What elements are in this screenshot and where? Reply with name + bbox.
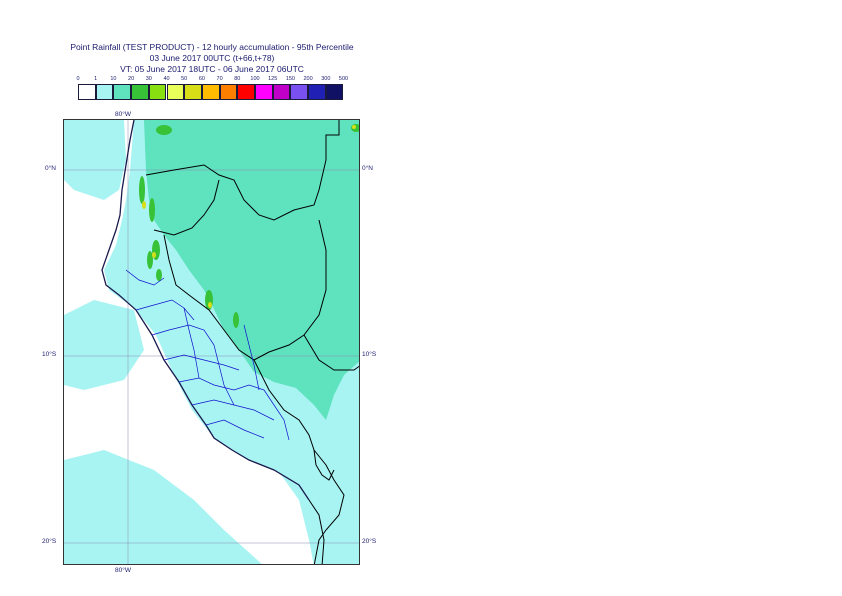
legend-swatch <box>131 84 149 100</box>
title-line-3: VT: 05 June 2017 18UTC - 06 June 2017 06… <box>120 64 304 74</box>
map-svg <box>64 120 359 564</box>
legend-label: 1 <box>94 76 98 82</box>
legend-label: 0 <box>76 76 80 82</box>
legend-label: 150 <box>285 76 295 82</box>
bottom-longitude-label: 80°W <box>115 567 131 574</box>
lat-10-right-label: 10°S <box>362 351 377 358</box>
legend-swatch <box>325 84 344 100</box>
legend-swatch <box>255 84 273 100</box>
legend-label: 70 <box>216 76 223 82</box>
legend-swatch <box>184 84 202 100</box>
legend-swatch <box>237 84 255 100</box>
lat-0-left-label: 0°N <box>45 165 56 172</box>
ocean-patch-mid <box>64 300 144 390</box>
legend-label: 300 <box>321 76 331 82</box>
legend-label: 200 <box>303 76 313 82</box>
legend-swatch <box>201 84 220 100</box>
legend-swatch <box>272 84 291 100</box>
legend-swatch <box>148 84 167 100</box>
regional-boundaries <box>125 269 290 441</box>
lat-0-right-label: 0°N <box>362 165 373 172</box>
legend-swatch <box>219 84 238 100</box>
legend-swatch <box>113 84 132 100</box>
ocean-patch-south <box>64 450 262 564</box>
lat-20-left-label: 20°S <box>42 538 57 545</box>
lat-20-right-label: 20°S <box>362 538 377 545</box>
legend-label: 100 <box>250 76 260 82</box>
legend-label: 10 <box>110 76 117 82</box>
legend-swatch <box>78 84 96 100</box>
legend-swatch <box>95 84 114 100</box>
legend-label: 500 <box>338 76 349 82</box>
rainfall-map <box>63 119 360 565</box>
lat-10-left-label: 10°S <box>42 351 57 358</box>
top-longitude-label: 80°W <box>115 111 131 118</box>
graticule <box>64 120 359 564</box>
legend-label: 20 <box>128 76 135 82</box>
legend-label: 60 <box>198 76 205 82</box>
legend-label: 125 <box>268 76 278 82</box>
legend-label: 30 <box>145 76 152 82</box>
legend-swatch <box>308 84 326 100</box>
legend-label: 80 <box>234 76 241 82</box>
national-borders <box>145 120 359 564</box>
title-line-2: 03 June 2017 00UTC (t+66,t+78) <box>149 53 275 63</box>
moderate-rain-ne <box>144 120 359 420</box>
title-line-1: Point Rainfall (TEST PRODUCT) - 12 hourl… <box>70 42 354 52</box>
legend-label: 50 <box>181 76 188 82</box>
ocean-patch-north <box>64 120 126 200</box>
legend-swatch <box>166 84 185 100</box>
peak-rain-spots <box>142 125 356 308</box>
coastline <box>101 120 310 501</box>
legend-label: 40 <box>163 76 170 82</box>
legend-swatch <box>290 84 309 100</box>
